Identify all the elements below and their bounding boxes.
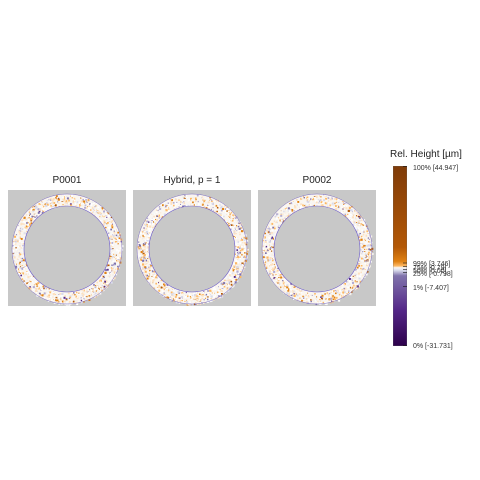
colorbar-label-99: 99% [3.746] xyxy=(413,261,451,268)
ring-plot-3 xyxy=(261,193,374,306)
colorbar-title: Rel. Height [µm] xyxy=(390,149,462,160)
heatmap-panel-1 xyxy=(8,190,126,306)
ring-hole xyxy=(273,205,361,293)
colorbar-label-50: 50% [0.00] xyxy=(413,268,447,275)
panel-title-3: P0002 xyxy=(302,175,332,186)
heatmap-panel-2 xyxy=(133,190,251,306)
heatmap-panel-3 xyxy=(258,190,376,306)
colorbar-label-1: 1% [-7.407] xyxy=(413,285,449,292)
panel-title-1: P0001 xyxy=(52,175,82,186)
colorbar-label-100: 100% [44.947] xyxy=(413,165,459,172)
colorbar-label-25: 25% [-0.798] xyxy=(413,271,453,278)
ring-outer-edge xyxy=(11,193,123,305)
ring-outer-edge xyxy=(136,193,248,305)
ring-texture xyxy=(12,194,124,306)
ring-texture xyxy=(137,194,249,306)
ring-hole xyxy=(23,205,111,293)
ring-plot-2 xyxy=(136,193,249,306)
colorbar-label-0: 0% [-31.731] xyxy=(413,343,453,350)
colorbar-label-75: 75% [0.79] xyxy=(413,265,447,272)
ring-hole xyxy=(148,205,236,293)
panel-title-2: Hybrid, p = 1 xyxy=(163,175,221,186)
ring-plot-1 xyxy=(11,193,124,306)
colorbar xyxy=(393,166,407,346)
ring-outer-edge xyxy=(261,193,373,305)
